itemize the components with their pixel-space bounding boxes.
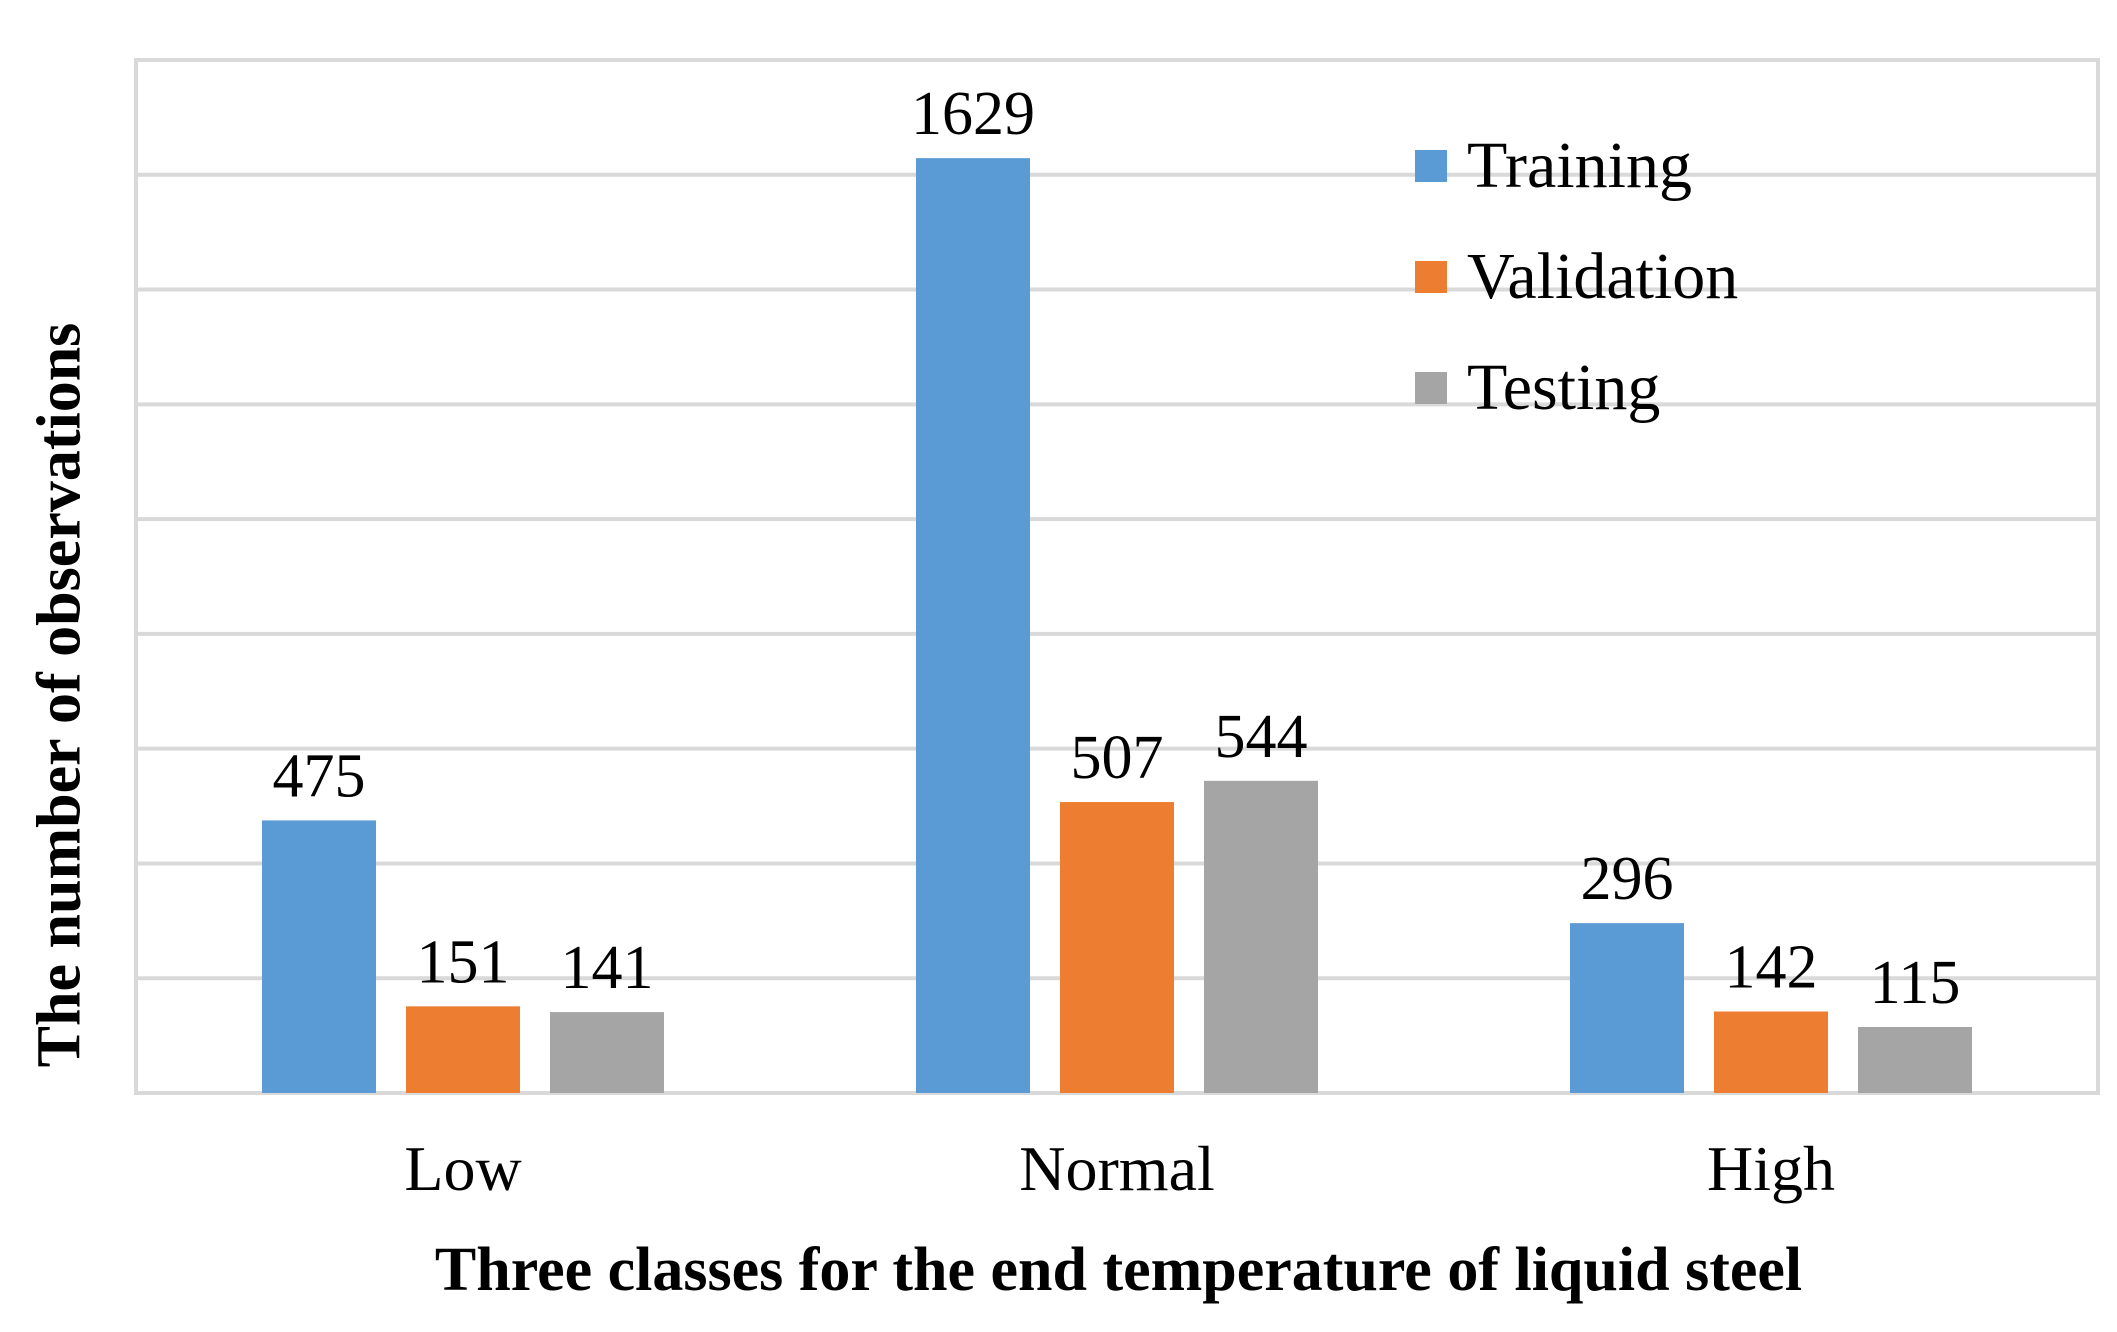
bar-testing-low xyxy=(550,1012,664,1093)
legend-swatch-testing xyxy=(1415,371,1447,404)
x-tick-label-high: High xyxy=(1707,1133,1835,1204)
data-label-validation-normal: 507 xyxy=(1071,724,1164,792)
data-labels-group: 475 151 141 1629 507 544 296 142 115 xyxy=(273,80,1961,1017)
bar-validation-low xyxy=(406,1006,520,1093)
x-axis-title: Three classes for the end temperature of… xyxy=(434,1236,1803,1304)
bars-group xyxy=(262,158,1972,1093)
legend-swatch-validation xyxy=(1415,260,1447,293)
bar-testing-normal xyxy=(1204,780,1318,1093)
data-label-validation-high: 142 xyxy=(1725,934,1818,1002)
legend-label-validation: Validation xyxy=(1467,239,1739,313)
data-label-training-low: 475 xyxy=(273,742,366,810)
x-tick-labels-group: Low Normal High xyxy=(404,1133,1835,1204)
legend-item-training: Training xyxy=(1415,110,1738,221)
x-tick-label-low: Low xyxy=(404,1133,521,1204)
bar-validation-normal xyxy=(1060,802,1174,1093)
bar-validation-high xyxy=(1714,1011,1828,1093)
bar-training-high xyxy=(1570,923,1684,1093)
data-label-testing-high: 115 xyxy=(1870,949,1961,1017)
x-tick-label-normal: Normal xyxy=(1019,1133,1215,1204)
gridlines xyxy=(136,172,2098,981)
data-label-testing-normal: 544 xyxy=(1215,703,1308,771)
legend-label-testing: Testing xyxy=(1467,350,1661,424)
bar-testing-high xyxy=(1858,1027,1972,1093)
legend: Training Validation Testing xyxy=(1415,110,1738,443)
bar-training-low xyxy=(262,820,376,1093)
y-axis-title: The number of observations xyxy=(25,322,94,1068)
data-label-training-normal: 1629 xyxy=(911,80,1035,148)
legend-item-validation: Validation xyxy=(1415,221,1738,332)
legend-swatch-training xyxy=(1415,149,1447,182)
legend-label-training: Training xyxy=(1467,128,1692,202)
bar-training-normal xyxy=(916,158,1030,1093)
legend-item-testing: Testing xyxy=(1415,332,1738,443)
data-label-testing-low: 141 xyxy=(561,934,654,1002)
data-label-validation-low: 151 xyxy=(417,928,510,996)
data-label-training-high: 296 xyxy=(1581,845,1674,913)
